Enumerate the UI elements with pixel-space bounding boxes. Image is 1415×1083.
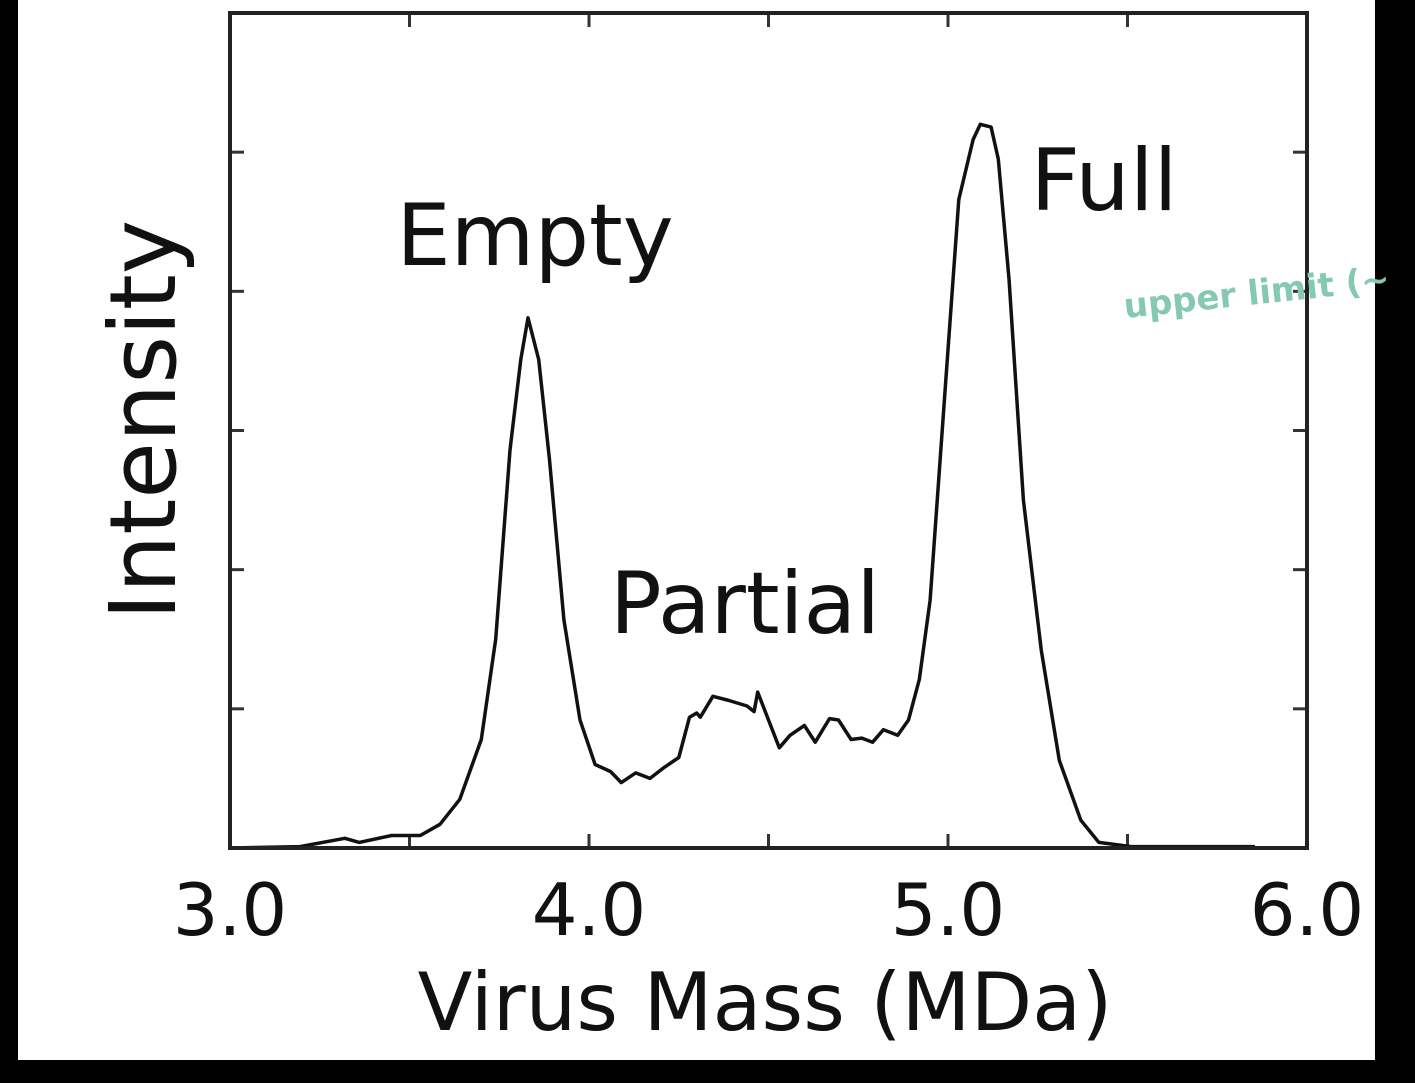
x-tick-label: 3.0: [173, 868, 288, 952]
chart-panel: [18, 0, 1375, 1060]
x-axis-label: Virus Mass (MDa): [418, 956, 1113, 1049]
x-tick-labels: 3.0 4.0 5.0 6.0: [173, 868, 1365, 952]
y-axis-label: Intensity: [90, 220, 197, 620]
annotation-empty: Empty: [396, 186, 673, 286]
annotation-partial: Partial: [610, 554, 880, 654]
series-line: [229, 122, 1255, 850]
plot-frame: [228, 11, 1309, 850]
annotation-full: Full: [1030, 131, 1177, 231]
x-tick-label: 6.0: [1250, 868, 1365, 952]
x-tick-label: 4.0: [532, 868, 647, 952]
x-tick-label: 5.0: [891, 868, 1006, 952]
